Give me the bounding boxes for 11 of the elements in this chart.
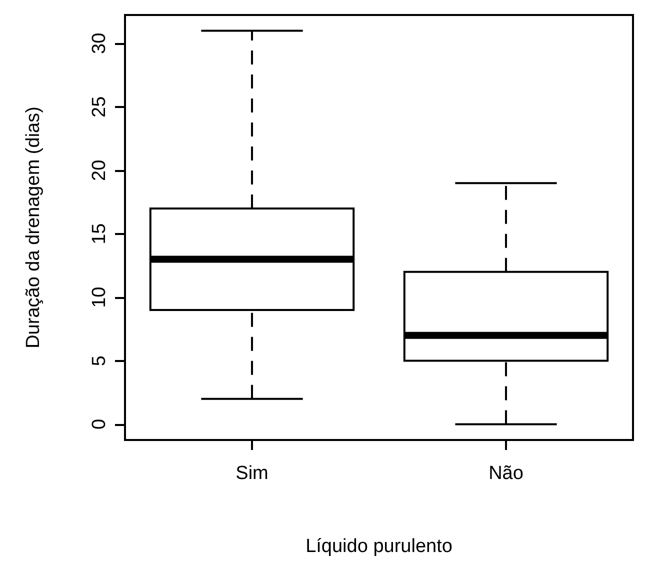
y-tick-label: 25 <box>89 96 110 118</box>
y-tick-label: 20 <box>89 160 110 181</box>
x-tick-label: Não <box>488 463 524 484</box>
y-tick-label: 5 <box>89 356 110 366</box>
x-tick-label: Sim <box>236 463 268 484</box>
y-tick-label: 30 <box>89 32 110 54</box>
y-tick-label: 10 <box>89 286 110 308</box>
y-tick-label: 0 <box>89 418 110 430</box>
y-tick-label: 15 <box>89 223 110 244</box>
y-axis-title: Duração da drenagem (dias) <box>23 106 44 348</box>
x-axis-title: Líquido purulento <box>306 536 452 557</box>
